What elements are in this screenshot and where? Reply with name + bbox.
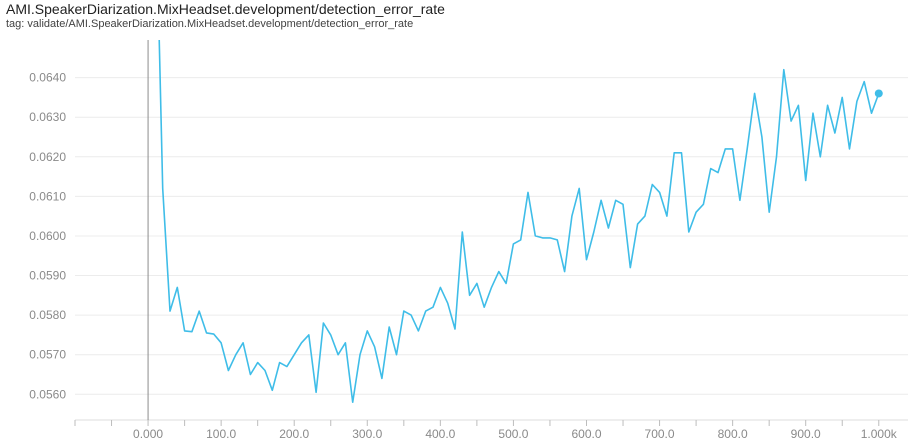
x-tick-label: 200.0	[279, 427, 309, 441]
chart-title: AMI.SpeakerDiarization.MixHeadset.develo…	[6, 1, 445, 17]
y-tick-label: 0.0600	[29, 229, 66, 243]
y-tick-label: 0.0580	[29, 308, 66, 322]
x-tick-label: 100.0	[206, 427, 236, 441]
y-tick-label: 0.0590	[29, 269, 66, 283]
last-point-marker	[874, 89, 883, 98]
x-tick-label: 600.0	[571, 427, 601, 441]
x-tick-label: 300.0	[352, 427, 382, 441]
x-tick-label: 800.0	[718, 427, 748, 441]
x-tick-label: 0.000	[133, 427, 163, 441]
y-tick-label: 0.0560	[29, 387, 66, 401]
x-tick-label: 700.0	[645, 427, 675, 441]
x-tick-label: 1.000k	[861, 427, 898, 441]
x-tick-label: 500.0	[498, 427, 528, 441]
chart-tag: tag: validate/AMI.SpeakerDiarization.Mix…	[6, 18, 414, 30]
y-tick-label: 0.0640	[29, 71, 66, 85]
series-line	[158, 40, 880, 404]
y-tick-label: 0.0620	[29, 150, 66, 164]
y-tick-label: 0.0610	[29, 189, 66, 203]
x-tick-label: 400.0	[425, 427, 455, 441]
y-tick-label: 0.0630	[29, 110, 66, 124]
x-tick-label: 900.0	[791, 427, 821, 441]
y-tick-label: 0.0570	[29, 348, 66, 362]
